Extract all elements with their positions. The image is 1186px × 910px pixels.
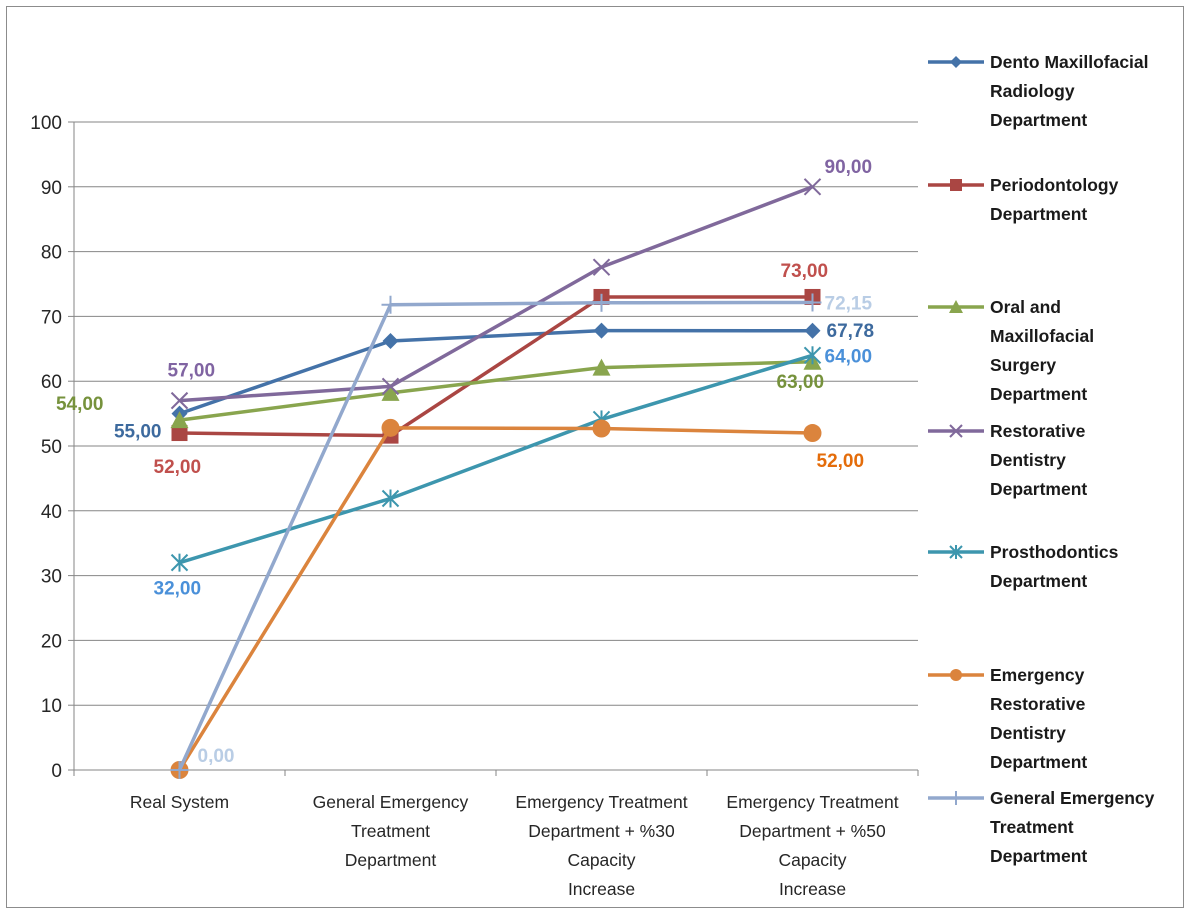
plus-marker (592, 293, 611, 312)
y-tick-label: 20 (41, 631, 62, 652)
legend-label: Dento Maxillofacial Radiology Department (990, 52, 1149, 130)
series-line (178, 426, 813, 771)
legend-label: Oral and Maxillofacial Surgery Department (990, 297, 1094, 404)
plus-marker (949, 791, 963, 805)
series-1 (171, 288, 821, 444)
legend-item: Emergency Restorative Dentistry Department (928, 665, 1087, 772)
plus-marker (803, 293, 822, 312)
series-6 (170, 293, 822, 779)
x-marker (592, 258, 611, 276)
legend-item: Prosthodontics Department (928, 542, 1119, 591)
data-label: 90,00 (825, 157, 873, 178)
x-tick-label: Emergency Treatment Department + %50 Capac… (726, 792, 898, 899)
series-0 (171, 322, 821, 422)
series-line (179, 185, 814, 403)
data-label: 32,00 (154, 579, 202, 600)
legend-item: Restorative Dentistry Department (928, 421, 1087, 499)
star-marker (170, 553, 189, 572)
y-tick-label: 30 (41, 567, 62, 588)
data-label: 52,00 (154, 457, 202, 478)
series-lines (170, 178, 822, 779)
y-tick-label: 50 (41, 437, 62, 458)
series-2 (170, 352, 822, 429)
square-marker (171, 425, 188, 442)
circle-marker (803, 424, 822, 443)
data-label: 52,00 (817, 451, 865, 472)
chart-frame (6, 6, 1184, 908)
legend-label: Restorative Dentistry Department (990, 421, 1087, 499)
circle-marker (950, 669, 962, 681)
y-tick-label: 70 (41, 307, 62, 328)
legend: Dento Maxillofacial Radiology Department Pe… (928, 52, 1155, 866)
series-line (178, 328, 813, 416)
data-label: 63,00 (777, 372, 825, 393)
series-line (179, 295, 813, 438)
y-tick-label: 60 (41, 372, 62, 393)
diamond-marker (382, 333, 399, 350)
axes: 0 10 20 30 40 50 60 70 80 90 100 Real System General… (30, 113, 919, 899)
triangle-marker (170, 411, 189, 429)
data-label: 0,00 (198, 746, 235, 767)
y-tick-label: 40 (41, 502, 62, 523)
x-marker (949, 424, 963, 438)
star-marker (803, 346, 822, 365)
triangle-marker (381, 383, 400, 401)
x-marker (803, 178, 822, 196)
triangle-marker (592, 358, 611, 376)
diamond-marker (593, 322, 610, 339)
series-line (178, 353, 814, 565)
y-tick-label: 100 (30, 113, 62, 134)
x-marker (381, 377, 400, 396)
circle-marker (592, 419, 611, 438)
series-line (177, 300, 813, 771)
legend-item: General Emergency Treatment Department (928, 788, 1155, 866)
series-5 (170, 418, 822, 779)
x-tick-label: Real System (130, 792, 229, 812)
diamond-marker (804, 322, 821, 339)
x-tick-label: General Emergency Treatment Department (313, 792, 469, 870)
circle-marker (381, 418, 400, 437)
data-label: 72,15 (825, 293, 873, 314)
series-line (179, 360, 813, 422)
y-tick-label: 80 (41, 243, 62, 264)
data-label: 64,00 (825, 346, 873, 367)
data-label: 67,78 (827, 321, 875, 342)
square-marker (950, 179, 962, 191)
data-label: 57,00 (168, 361, 216, 382)
plus-marker (170, 761, 189, 779)
gridlines (74, 121, 918, 706)
data-labels: 55,00 67,78 52,00 73,00 54,00 63,00 57,00 90,00… (56, 157, 874, 767)
legend-label: Periodontology Department (990, 175, 1119, 224)
data-label: 55,00 (114, 422, 162, 443)
y-tick-label: 90 (41, 178, 62, 199)
legend-label: Prosthodontics Department (990, 542, 1119, 591)
triangle-marker (949, 300, 963, 313)
plus-marker (381, 295, 400, 314)
y-tick-label: 0 (51, 761, 62, 782)
legend-label: General Emergency Treatment Department (990, 788, 1155, 866)
star-marker (949, 545, 963, 559)
data-label: 54,00 (56, 394, 104, 415)
legend-item: Periodontology Department (928, 175, 1119, 224)
legend-item: Dento Maxillofacial Radiology Department (928, 52, 1149, 130)
x-marker (170, 391, 189, 410)
legend-label: Emergency Restorative Dentistry Department (990, 665, 1087, 772)
series-3 (170, 178, 822, 410)
y-tick-label: 10 (41, 696, 62, 717)
diamond-marker (950, 56, 962, 68)
legend-item: Oral and Maxillofacial Surgery Department (928, 297, 1094, 404)
data-label: 73,00 (781, 261, 829, 282)
star-marker (381, 489, 400, 508)
x-tick-label: Emergency Treatment Department + %30 Capac… (515, 792, 687, 899)
